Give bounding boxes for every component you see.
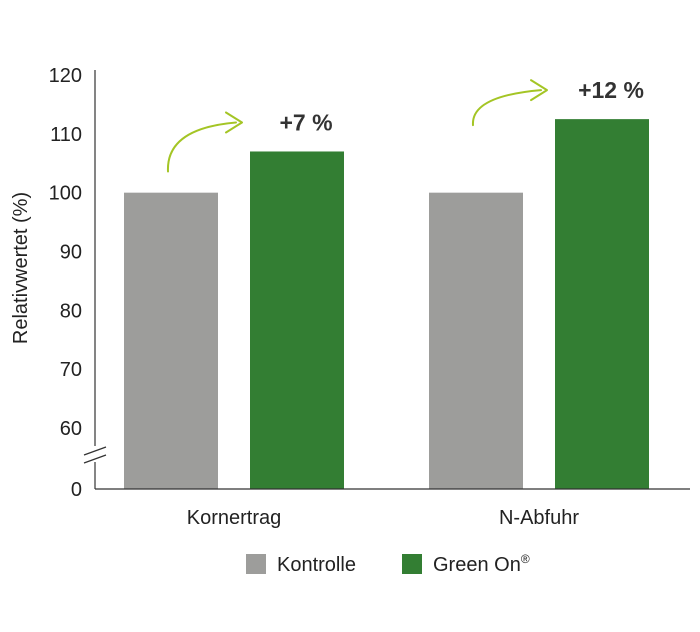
x-category-labels: Kornertrag N-Abfuhr (187, 507, 580, 529)
legend-label-text: Kontrolle (277, 554, 356, 576)
legend-label: Green On® (433, 552, 530, 576)
x-category-label: N-Abfuhr (499, 507, 579, 529)
registered-mark: ® (521, 552, 530, 566)
bar-green-on-0 (250, 151, 344, 489)
axes-layer (83, 70, 690, 490)
data-label: +12 % (578, 77, 644, 103)
y-tick-label: 90 (60, 242, 82, 264)
bar-kontrolle-1 (429, 192, 523, 489)
bars-layer (124, 119, 649, 489)
y-tick-label: 0 (71, 479, 82, 501)
legend: Kontrolle Green On® (246, 552, 530, 576)
axis-break-marker (83, 446, 107, 464)
data-label: +7 % (279, 109, 332, 135)
legend-swatch (246, 554, 266, 574)
y-tick-label: 120 (49, 65, 82, 87)
y-tick-label: 100 (49, 183, 82, 205)
y-tick-label: 110 (50, 124, 82, 146)
y-tick-label: 60 (60, 418, 82, 440)
arrows-layer (166, 79, 548, 173)
legend-label-text: Green On (433, 554, 521, 576)
data-labels: +7 % +12 % (279, 77, 643, 135)
legend-label: Kontrolle (277, 554, 356, 576)
x-category-label: Kornertrag (187, 507, 282, 529)
bar-kontrolle-0 (124, 192, 218, 489)
increase-arrow-icon (471, 79, 548, 127)
y-tick-labels: 120 110 100 90 80 70 60 0 (49, 65, 82, 501)
legend-item: Kontrolle (246, 554, 356, 576)
increase-arrow-icon (166, 111, 243, 173)
y-tick-label: 70 (60, 359, 82, 381)
bar-green-on-1 (555, 119, 649, 489)
y-axis-label: Relativwertet (%) (10, 192, 32, 344)
y-tick-label: 80 (60, 300, 82, 322)
legend-swatch (402, 554, 422, 574)
legend-item: Green On® (402, 552, 530, 576)
